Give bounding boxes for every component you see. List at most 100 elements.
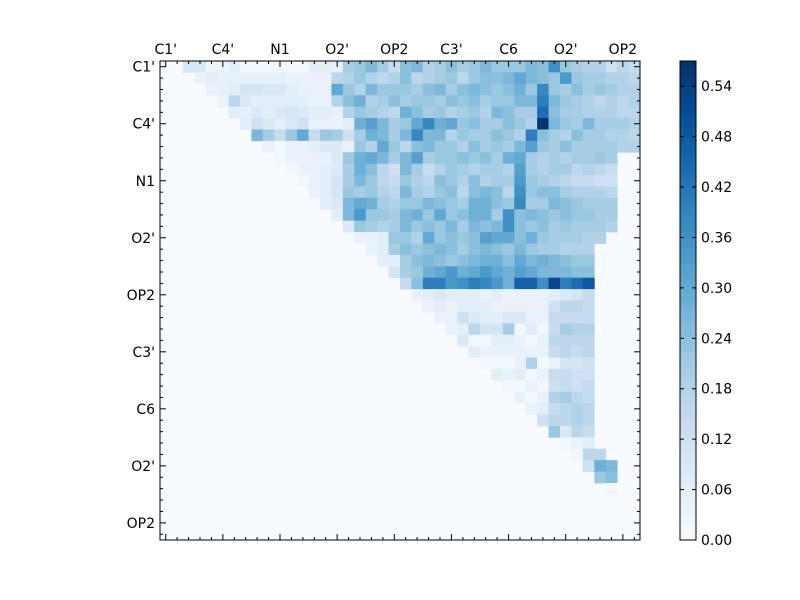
heatmap-cell <box>548 140 561 153</box>
heatmap-cell <box>537 61 549 73</box>
heatmap-cell <box>491 311 504 324</box>
heatmap-cell <box>514 243 527 256</box>
heatmap-cell <box>617 118 629 130</box>
heatmap-cell <box>251 61 264 73</box>
heatmap-cell <box>400 243 412 256</box>
heatmap-cell <box>537 95 549 108</box>
heatmap-cell <box>445 95 458 108</box>
heatmap-cell <box>388 72 401 85</box>
heatmap-cell <box>354 163 367 176</box>
heatmap-cell <box>377 232 389 244</box>
heatmap-cell <box>342 140 355 153</box>
heatmap-cell <box>480 346 492 358</box>
y-tick-label: N1 <box>136 174 155 190</box>
heatmap-cell <box>525 266 538 279</box>
heatmap-cell <box>560 175 572 187</box>
heatmap-cell <box>594 186 607 199</box>
heatmap-cell <box>514 209 527 222</box>
heatmap-cell <box>491 186 504 199</box>
heatmap-cell <box>445 311 458 324</box>
heatmap-cell <box>617 83 629 96</box>
heatmap-cell <box>594 61 607 73</box>
heatmap-cell <box>560 266 572 279</box>
heatmap-cell <box>594 140 607 153</box>
heatmap-cell <box>434 61 447 73</box>
heatmap-cell <box>400 83 412 96</box>
heatmap-cell <box>422 72 435 85</box>
heatmap-cell <box>342 118 355 130</box>
heatmap-cell <box>388 106 401 119</box>
colorbar-tick-label: 0.36 <box>701 230 732 246</box>
heatmap-cell <box>491 220 504 233</box>
heatmap-cell <box>491 357 504 370</box>
heatmap-cell <box>560 209 572 222</box>
heatmap-cell <box>502 289 515 301</box>
heatmap-cell <box>582 300 595 313</box>
heatmap-cell <box>400 152 412 165</box>
heatmap-cell <box>331 72 344 85</box>
colorbar-tick-label: 0.48 <box>701 130 732 146</box>
heatmap-cell <box>217 95 229 108</box>
heatmap-cell <box>502 220 515 233</box>
heatmap-cell <box>560 357 572 370</box>
heatmap-cell <box>262 72 275 85</box>
heatmap-cell <box>560 140 572 153</box>
heatmap-cell <box>514 61 527 73</box>
heatmap-cell <box>571 414 584 427</box>
x-tick-label: N1 <box>270 42 289 58</box>
heatmap-cell <box>468 197 481 210</box>
heatmap-cell <box>445 266 458 279</box>
heatmap-cell <box>502 197 515 210</box>
heatmap-cell <box>365 129 378 142</box>
heatmap-cell <box>605 106 618 119</box>
heatmap-cell <box>571 220 584 233</box>
heatmap-cell <box>285 129 298 142</box>
heatmap-cell <box>491 129 504 142</box>
heatmap-cell <box>297 152 309 165</box>
heatmap-cell <box>445 197 458 210</box>
heatmap-cell <box>548 334 561 347</box>
heatmap-cell <box>285 72 298 85</box>
heatmap-cell <box>354 61 367 73</box>
heatmap-cell <box>582 163 595 176</box>
heatmap-cell <box>377 129 389 142</box>
heatmap-cell <box>354 95 367 108</box>
heatmap-cell <box>491 368 504 381</box>
colorbar-tick-label: 0.06 <box>701 483 732 499</box>
heatmap-cell <box>308 140 321 153</box>
heatmap-cell <box>388 175 401 187</box>
heatmap-cell <box>582 220 595 233</box>
heatmap-cell <box>445 118 458 130</box>
heatmap-cell <box>594 471 607 484</box>
heatmap-cell <box>251 118 264 130</box>
heatmap-cell <box>594 175 607 187</box>
heatmap-cell <box>400 254 412 267</box>
heatmap-cell <box>537 243 549 256</box>
heatmap-cell <box>377 95 389 108</box>
heatmap-cell <box>342 95 355 108</box>
heatmap-cell <box>457 300 469 313</box>
heatmap-cell <box>365 220 378 233</box>
heatmap-cell <box>582 186 595 199</box>
heatmap-cell <box>491 61 504 73</box>
heatmap-cell <box>491 346 504 358</box>
heatmap-cell <box>297 129 309 142</box>
heatmap-cell <box>582 209 595 222</box>
heatmap-cell <box>388 254 401 267</box>
heatmap-cell <box>285 152 298 165</box>
heatmap-cell <box>480 186 492 199</box>
heatmap-cell <box>422 152 435 165</box>
heatmap-cell <box>411 266 424 279</box>
heatmap-cell <box>468 323 481 336</box>
heatmap-cell <box>457 186 469 199</box>
heatmap-cell <box>434 311 447 324</box>
heatmap-cell <box>457 254 469 267</box>
heatmap-cell <box>434 232 447 244</box>
heatmap-cell <box>548 414 561 427</box>
heatmap-cell <box>320 83 332 96</box>
heatmap-cell <box>468 289 481 301</box>
heatmap-cell <box>217 83 229 96</box>
heatmap-cell <box>422 243 435 256</box>
heatmap-cell <box>560 232 572 244</box>
heatmap-cell <box>388 232 401 244</box>
